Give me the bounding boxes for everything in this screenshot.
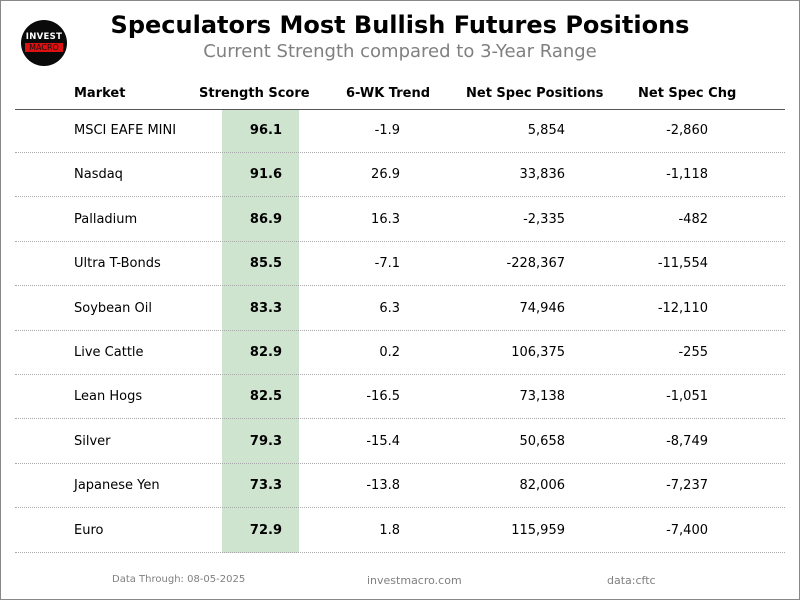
net-spec-positions-cell: 50,658 xyxy=(519,433,566,449)
table-row: Lean Hogs 82.5 -16.5 73,138 -1,051 xyxy=(0,375,800,420)
footer-source: data:cftc xyxy=(607,574,656,587)
net-spec-positions-cell: -2,335 xyxy=(523,211,565,227)
table-row: Silver 79.3 -15.4 50,658 -8,749 xyxy=(0,420,800,464)
strength-score-cell: 91.6 xyxy=(249,167,282,183)
strength-score-cell: 72.9 xyxy=(249,522,282,538)
net-spec-positions-cell: 33,836 xyxy=(519,167,566,183)
net-spec-positions-cell: 106,375 xyxy=(511,345,565,360)
strength-score-cell: 82.9 xyxy=(249,345,282,360)
market-cell: Ultra T-Bonds xyxy=(74,256,161,272)
table-row: Soybean Oil 83.3 6.3 74,946 -12,110 xyxy=(0,287,800,331)
net-spec-chg-cell: -1,051 xyxy=(666,389,708,405)
row-separator xyxy=(15,462,785,464)
net-spec-positions-cell: 73,138 xyxy=(519,389,566,405)
strength-score-cell: 82.5 xyxy=(249,389,282,405)
strength-score-cell: 73.3 xyxy=(249,478,282,494)
logo-line-1: INVEST xyxy=(25,32,63,42)
net-spec-positions-cell: -228,367 xyxy=(506,256,565,272)
chart-subtitle: Current Strength compared to 3-Year Rang… xyxy=(203,41,597,62)
header-net-spec-positions: Net Spec Positions xyxy=(466,86,604,101)
row-separator xyxy=(15,196,785,198)
row-separator xyxy=(15,507,785,509)
market-cell: Silver xyxy=(74,433,111,449)
trend-cell: -15.4 xyxy=(366,433,400,449)
net-spec-chg-cell: -8,749 xyxy=(666,433,708,449)
table-row: Nasdaq 91.6 26.9 33,836 -1,118 xyxy=(0,153,800,198)
table-row: Ultra T-Bonds 85.5 -7.1 -228,367 -11,554 xyxy=(0,242,800,287)
net-spec-chg-cell: -2,860 xyxy=(666,123,708,138)
market-cell: Palladium xyxy=(74,211,138,227)
row-separator xyxy=(15,551,785,553)
net-spec-positions-cell: 82,006 xyxy=(519,478,566,494)
strength-score-cell: 83.3 xyxy=(249,300,282,316)
net-spec-chg-cell: -255 xyxy=(678,345,708,360)
trend-cell: 16.3 xyxy=(371,211,400,227)
strength-score-cell: 79.3 xyxy=(249,433,282,449)
strength-score-cell: 85.5 xyxy=(249,256,282,272)
table-row: MSCI EAFE MINI 96.1 -1.9 5,854 -2,860 xyxy=(0,109,800,153)
market-cell: Japanese Yen xyxy=(74,478,160,494)
trend-cell: -1.9 xyxy=(374,123,400,138)
row-separator xyxy=(15,240,785,242)
chart-title: Speculators Most Bullish Futures Positio… xyxy=(110,11,690,39)
row-separator xyxy=(15,329,785,331)
strength-score-cell: 86.9 xyxy=(249,211,282,227)
trend-cell: 0.2 xyxy=(379,345,400,360)
table-row: Japanese Yen 73.3 -13.8 82,006 -7,237 xyxy=(0,464,800,509)
row-separator xyxy=(15,418,785,420)
market-cell: Live Cattle xyxy=(74,345,144,360)
trend-cell: 1.8 xyxy=(379,522,400,538)
trend-cell: -16.5 xyxy=(366,389,400,405)
market-cell: Soybean Oil xyxy=(74,300,152,316)
table-row: Palladium 86.9 16.3 -2,335 -482 xyxy=(0,198,800,242)
footer-data-date: Data Through: 08-05-2025 xyxy=(112,574,246,585)
row-separator xyxy=(15,152,785,153)
net-spec-chg-cell: -12,110 xyxy=(657,300,708,316)
strength-score-cell: 96.1 xyxy=(249,123,282,138)
trend-cell: 6.3 xyxy=(379,300,400,316)
trend-cell: -13.8 xyxy=(366,478,400,494)
market-cell: Lean Hogs xyxy=(74,389,143,405)
row-separator xyxy=(15,285,785,287)
net-spec-positions-cell: 74,946 xyxy=(519,300,566,316)
net-spec-chg-cell: -1,118 xyxy=(666,167,708,183)
header-6wk-trend: 6-WK Trend xyxy=(346,86,431,101)
net-spec-positions-cell: 5,854 xyxy=(527,123,565,138)
strength-score-highlight xyxy=(222,110,299,553)
net-spec-positions-cell: 115,959 xyxy=(511,522,565,538)
header-rule xyxy=(15,109,785,110)
footer-site: investmacro.com xyxy=(367,574,462,587)
investmacro-logo: INVEST MACRO xyxy=(21,20,67,66)
row-separator xyxy=(15,374,785,375)
header-market: Market xyxy=(74,86,126,101)
header-strength-score: Strength Score xyxy=(199,86,310,101)
market-cell: MSCI EAFE MINI xyxy=(74,123,177,138)
table-row: Live Cattle 82.9 0.2 106,375 -255 xyxy=(0,331,800,375)
net-spec-chg-cell: -482 xyxy=(678,211,708,227)
net-spec-chg-cell: -11,554 xyxy=(657,256,708,272)
net-spec-chg-cell: -7,237 xyxy=(666,478,708,494)
trend-cell: -7.1 xyxy=(374,256,400,272)
market-cell: Euro xyxy=(74,522,104,538)
header-net-spec-chg: Net Spec Chg xyxy=(638,86,737,101)
market-cell: Nasdaq xyxy=(74,167,123,183)
logo-line-2: MACRO xyxy=(25,43,63,52)
table-row: Euro 72.9 1.8 115,959 -7,400 xyxy=(0,509,800,553)
trend-cell: 26.9 xyxy=(371,167,400,183)
net-spec-chg-cell: -7,400 xyxy=(666,522,708,538)
